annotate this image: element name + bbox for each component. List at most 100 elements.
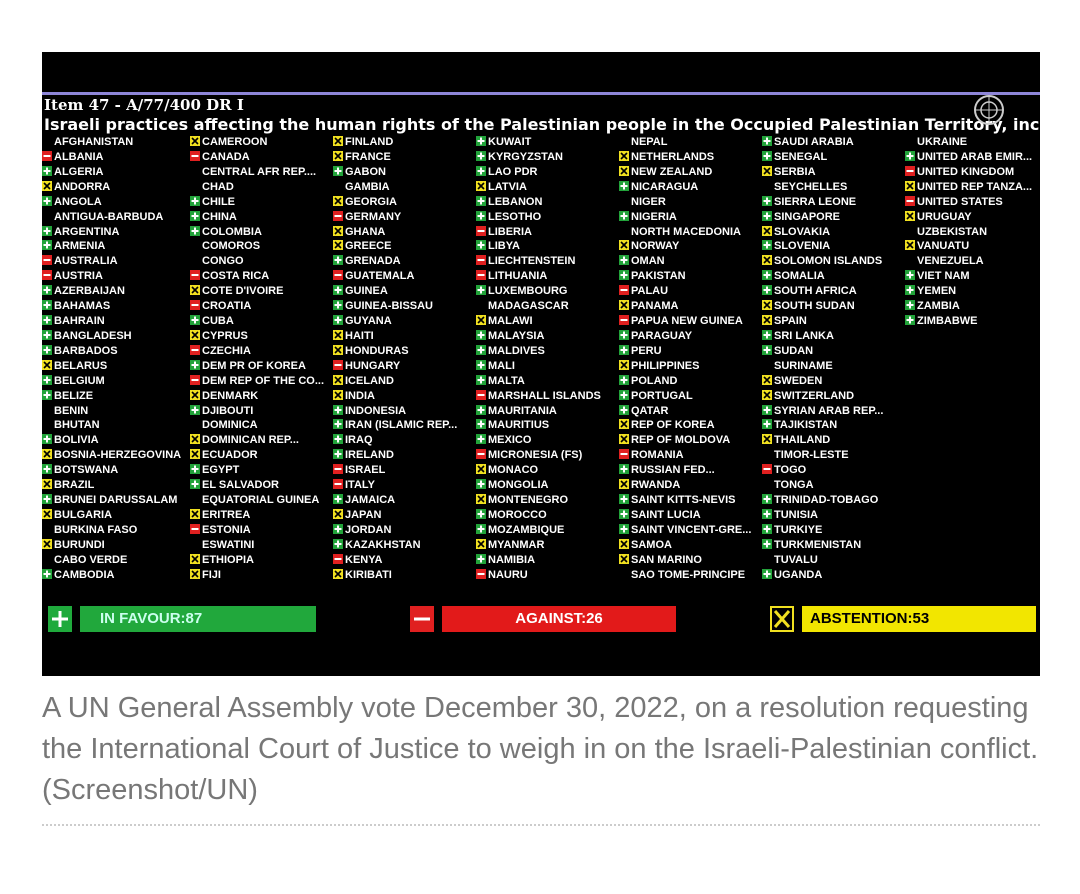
country-row: BRAZIL (42, 478, 94, 492)
country-name: ERITREA (202, 509, 251, 521)
vote-icon (333, 553, 343, 564)
favour-total: IN FAVOUR:87 (80, 606, 316, 632)
vote-icon (42, 255, 52, 266)
country-name: TRINIDAD-TOBAGO (774, 494, 879, 507)
vote-icon (42, 225, 52, 236)
country-row: CHILE (190, 195, 235, 209)
country-row: COLOMBIA (190, 225, 262, 239)
country-name: BELGIUM (54, 374, 105, 387)
country-name: OMAN (631, 255, 665, 268)
vote-icon (333, 225, 343, 236)
country-row: ZIMBABWE (905, 314, 978, 328)
country-name: IRELAND (345, 449, 394, 462)
country-row: FRANCE (333, 150, 391, 164)
country-row: MONACO (476, 463, 538, 477)
vote-icon (42, 240, 52, 251)
vote-icon (762, 494, 772, 505)
vote-icon (762, 150, 772, 161)
vote-icon (42, 270, 52, 281)
country-row: INDIA (333, 389, 375, 403)
vote-icon (333, 210, 343, 221)
country-row: BOSNIA-HERZEGOVINA (42, 448, 181, 462)
vote-icon (190, 270, 200, 281)
country-name: ANDORRA (54, 180, 111, 193)
vote-icon (762, 136, 772, 146)
country-row: GERMANY (333, 210, 401, 224)
country-row: SINGAPORE (762, 210, 840, 224)
country-name: COTE D'IVOIRE (202, 285, 284, 298)
country-row: GAMBIA (333, 180, 390, 194)
vote-icon (333, 449, 343, 460)
country-name: GUATEMALA (345, 270, 415, 283)
country-name: NETHERLANDS (631, 150, 715, 163)
country-name: UGANDA (774, 568, 823, 581)
vote-icon (42, 180, 52, 191)
vote-icon (619, 329, 629, 340)
country-row: OMAN (619, 254, 665, 268)
country-row: DEM REP OF THE CO... (190, 374, 324, 388)
country-name: SLOVAKIA (774, 225, 831, 238)
country-name: IRAN (ISLAMIC REP... (345, 419, 458, 432)
vote-icon (905, 210, 915, 221)
country-row: SUDAN (762, 344, 813, 358)
country-row: GEORGIA (333, 195, 397, 209)
country-row: KIRIBATI (333, 568, 392, 582)
vote-icon (476, 240, 486, 251)
country-name: INDIA (345, 389, 375, 402)
country-row: BELGIUM (42, 374, 105, 388)
country-row: HAITI (333, 329, 374, 343)
country-row: GUINEA (333, 284, 388, 298)
favour-icon (48, 606, 72, 632)
vote-icon (762, 285, 772, 296)
country-name: QATAR (631, 404, 669, 417)
vote-icon (476, 374, 486, 385)
item-number: Item 47 - A/77/400 DR I (44, 96, 244, 114)
country-name: MAURITIUS (488, 419, 550, 432)
country-name: ARMENIA (54, 240, 106, 253)
country-name: VENEZUELA (917, 255, 984, 268)
country-row: GHANA (333, 225, 385, 239)
country-row: QATAR (619, 404, 668, 418)
country-name: INDONESIA (345, 404, 407, 417)
vote-icon (762, 419, 772, 430)
country-row: KENYA (333, 553, 383, 567)
country-name: NEPAL (631, 136, 668, 148)
vote-icon (333, 329, 343, 340)
vote-icon (476, 553, 486, 564)
vote-icon (476, 150, 486, 161)
vote-icon (762, 374, 772, 385)
country-row: ESWATINI (190, 538, 254, 552)
vote-icon (333, 344, 343, 355)
vote-icon (190, 523, 200, 534)
country-name: ESWATINI (202, 538, 255, 551)
country-name: SAMOA (631, 538, 672, 551)
vote-icon (333, 523, 343, 534)
country-name: BOLIVIA (54, 434, 99, 447)
vote-icon (476, 195, 486, 206)
country-name: BURUNDI (54, 538, 105, 551)
vote-icon (762, 344, 772, 355)
country-row: BHUTAN (42, 418, 100, 432)
country-name: SOUTH AFRICA (774, 285, 857, 298)
country-name: SRI LANKA (774, 329, 834, 342)
country-name: SAN MARINO (631, 553, 702, 566)
vote-icon (762, 270, 772, 281)
country-name: PHILIPPINES (631, 359, 700, 372)
country-name: UZBEKISTAN (917, 225, 988, 238)
country-row: VANUATU (905, 239, 969, 253)
vote-icon (190, 464, 200, 475)
country-row: HONDURAS (333, 344, 409, 358)
country-row: GRENADA (333, 254, 401, 268)
abstention-total: ABSTENTION:53 (802, 606, 1036, 632)
vote-icon (42, 285, 52, 296)
vote-icon (619, 449, 629, 460)
vote-icon (190, 404, 200, 415)
country-row: GUATEMALA (333, 269, 414, 283)
country-row: SAINT LUCIA (619, 508, 701, 522)
vote-icon (190, 344, 200, 355)
vote-icon (42, 479, 52, 490)
vote-icon (762, 329, 772, 340)
vote-icon (619, 285, 629, 296)
country-row: SLOVENIA (762, 239, 830, 253)
country-name: JORDAN (345, 523, 392, 536)
